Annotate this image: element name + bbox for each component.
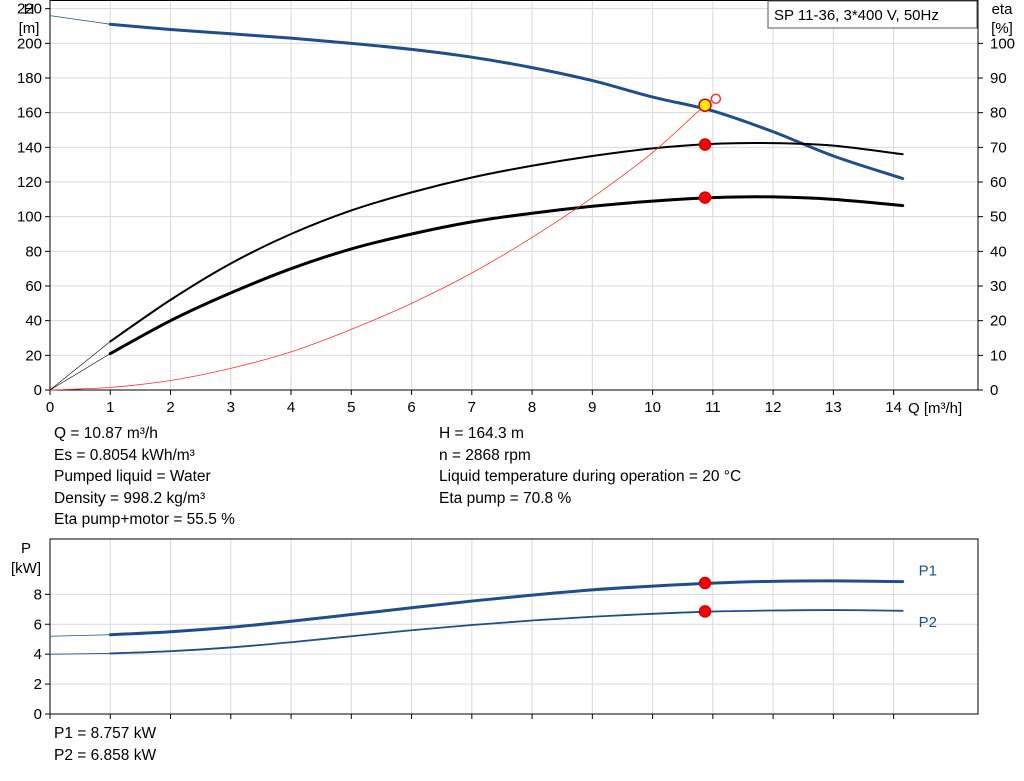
info-p2: P2 = 6.858 kW (54, 746, 157, 764)
y-right-tick-label: 20 (990, 313, 1007, 330)
y-right-tick-label: 10 (990, 347, 1007, 364)
y-left-tick-label: 200 (17, 35, 42, 52)
y-left-tick-label: 100 (17, 209, 42, 226)
y-right-tick-label: 70 (990, 139, 1007, 156)
y-left-tick-label: 0 (34, 382, 42, 399)
info-flow: Q = 10.87 m³/h (54, 425, 158, 442)
y-right-axis-title: eta (992, 1, 1014, 18)
y-right-tick-label: 40 (990, 243, 1007, 260)
y-left-tick-label: 60 (25, 278, 42, 295)
x-tick-label: 12 (765, 399, 782, 416)
x-tick-label: 8 (528, 399, 536, 416)
y-left-axis-title: H (24, 1, 35, 18)
curve-series-0 (108, 22, 905, 181)
y-right-tick-label: 30 (990, 278, 1007, 295)
y-left-axis-unit: [m] (19, 20, 40, 37)
y-right-tick-label: 100 (990, 35, 1015, 52)
y-left-tick-label: 80 (25, 243, 42, 260)
x-tick-label: 10 (644, 399, 661, 416)
x-tick-label: 9 (588, 399, 596, 416)
info-density: Density = 998.2 kg/m³ (54, 489, 206, 507)
curve-series-2 (109, 142, 904, 343)
curve-series-3 (108, 195, 905, 356)
y-left-tick-label: 140 (17, 139, 42, 156)
y-left-tick-label: 180 (17, 70, 42, 87)
pump-model-label: SP 11-36, 3*400 V, 50Hz (774, 7, 939, 24)
x-tick-label: 0 (46, 399, 54, 416)
x-tick-label: 13 (825, 399, 842, 416)
power-y-tick-label: 8 (34, 586, 42, 603)
power-plot-frame (49, 538, 979, 715)
curve-series-5 (49, 353, 111, 391)
x-tick-label: 1 (106, 399, 114, 416)
power-series-3 (49, 653, 111, 655)
y-left-tick-label: 220 (17, 1, 42, 18)
info-right: H = 164.3 m n = 2868 rpm Liquid temperat… (439, 423, 741, 509)
curve-series-4 (49, 341, 111, 391)
x-tick-label: 11 (705, 399, 721, 416)
info-pumped-liquid: Pumped liquid = Water (54, 468, 211, 486)
power-series-0 (108, 579, 905, 637)
info-speed: n = 2868 rpm (439, 446, 531, 464)
power-y-tick-label: 6 (34, 616, 42, 633)
x-tick-label: 3 (227, 399, 235, 416)
y-right-tick-label: 50 (990, 209, 1007, 226)
pump-model-box (767, 0, 978, 29)
duty-point-1 (698, 138, 712, 151)
y-left-tick-label: 120 (17, 174, 42, 191)
y-right-tick-label: 60 (990, 174, 1007, 191)
top-plot-frame (49, 0, 979, 391)
info-eta-pump: Eta pump = 70.8 % (439, 489, 572, 507)
power-series-1 (109, 609, 904, 655)
x-tick-label: 7 (468, 399, 476, 416)
info-p1: P1 = 8.757 kW (54, 725, 157, 742)
y-left-tick-label: 40 (25, 313, 42, 330)
x-tick-label: 5 (347, 399, 355, 416)
power-point-0 (698, 576, 712, 590)
duty-point-0 (698, 98, 712, 112)
power-y-tick-label: 2 (34, 676, 42, 693)
curve-series-6 (49, 98, 717, 391)
power-series-label-P2: P2 (919, 614, 937, 631)
y-left-tick-label: 20 (25, 347, 42, 364)
y-right-tick-label: 0 (990, 382, 998, 399)
duty-point-2 (698, 191, 712, 204)
y-right-axis-unit: [%] (991, 20, 1013, 37)
power-info: P1 = 8.757 kW P2 = 6.858 kW (54, 723, 156, 766)
curve-series-1 (49, 15, 111, 25)
x-tick-label: 14 (885, 399, 902, 416)
y-left-tick-label: 160 (17, 105, 42, 122)
x-tick-label: 4 (287, 399, 295, 416)
power-axis-title: P (21, 540, 31, 557)
x-tick-label: 2 (166, 399, 174, 416)
power-series-label-P1: P1 (919, 563, 937, 580)
y-right-tick-label: 90 (990, 70, 1007, 87)
x-axis-title: Q [m³/h] (908, 400, 962, 417)
power-axis-unit: [kW] (11, 560, 41, 577)
duty-point-3 (710, 93, 722, 105)
info-left: Q = 10.87 m³/h Es = 0.8054 kWh/m³ Pumped… (54, 423, 235, 531)
power-point-1 (698, 605, 712, 618)
info-liquid-temperature: Liquid temperature during operation = 20… (439, 468, 742, 486)
info-head: H = 164.3 m (439, 425, 524, 442)
y-right-tick-label: 80 (990, 105, 1007, 122)
info-specific-energy: Es = 0.8054 kWh/m³ (54, 446, 195, 464)
power-y-tick-label: 0 (34, 706, 42, 723)
power-y-tick-label: 4 (34, 646, 42, 663)
x-tick-label: 6 (407, 399, 415, 416)
info-eta-pump-motor: Eta pump+motor = 55.5 % (54, 511, 235, 529)
power-series-2 (49, 634, 111, 637)
